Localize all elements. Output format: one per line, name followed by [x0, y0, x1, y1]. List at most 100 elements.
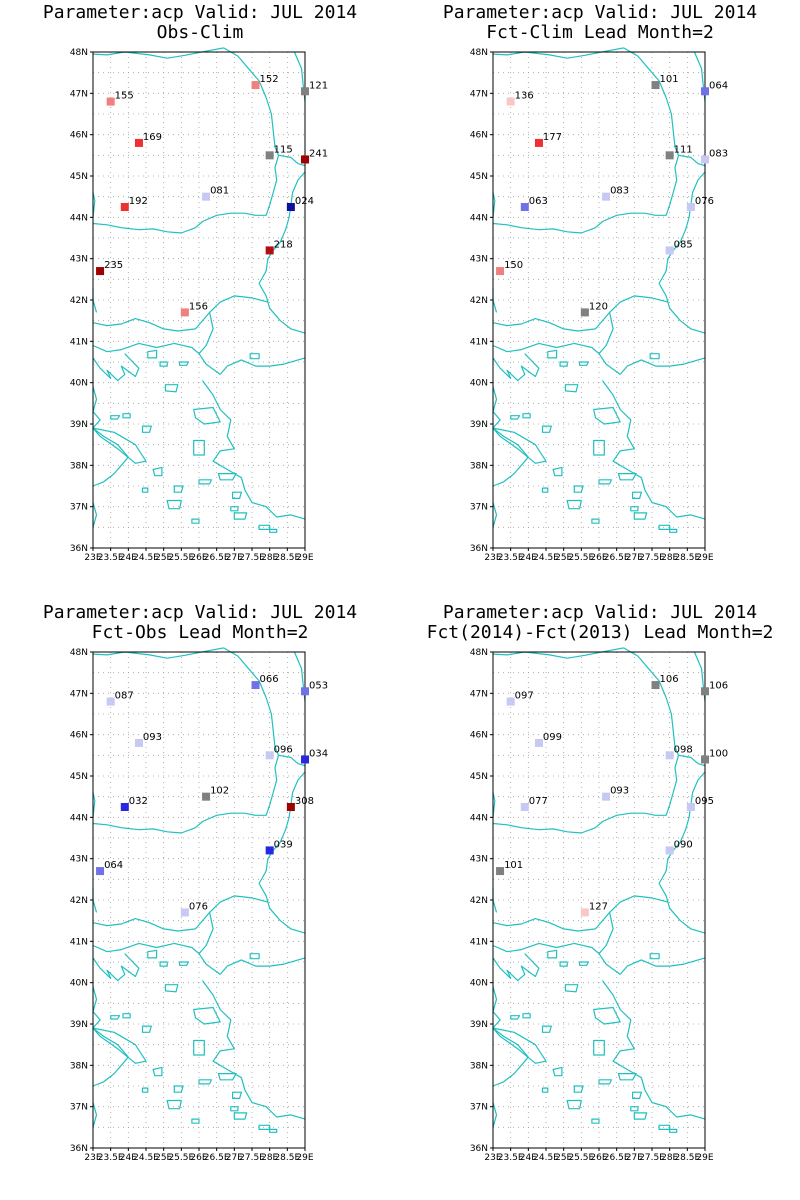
lat-tick-label: 38N: [70, 461, 88, 471]
lat-tick-label: 38N: [470, 461, 488, 471]
coastline-path: [219, 357, 306, 375]
lon-tick-label: 27E: [226, 1153, 243, 1163]
island-outline: [593, 1006, 621, 1025]
island-outline: [179, 361, 189, 366]
coastlines: [92, 647, 306, 1133]
island-outline: [593, 406, 621, 425]
island-outline: [191, 1118, 200, 1124]
lon-tick-label: 26.5E: [204, 1153, 230, 1163]
island-outline: [249, 353, 260, 360]
island-outline: [92, 1027, 147, 1064]
station-marker: [701, 755, 709, 764]
lon-tick-label: 27.5E: [639, 553, 665, 563]
island-outline: [166, 1099, 182, 1110]
station-value-label: 083: [610, 186, 629, 197]
coastline-path: [492, 192, 496, 218]
coastlines: [492, 647, 706, 1133]
station-value-label: 076: [189, 901, 208, 912]
coastline-path: [492, 155, 680, 234]
station-marker: [202, 792, 211, 801]
station-marker: [665, 751, 674, 760]
coastline-path: [92, 192, 96, 218]
island-outline: [564, 984, 579, 993]
station-marker: [651, 681, 660, 690]
lat-tick-label: 40N: [470, 379, 488, 389]
lon-tick-label: 24.5E: [133, 1153, 159, 1163]
island-outline: [164, 984, 179, 993]
station-value-label: 155: [115, 91, 134, 102]
lat-tick-label: 46N: [470, 131, 488, 141]
coastline-path: [92, 502, 98, 528]
coastline-path: [202, 380, 306, 520]
station-marker: [180, 308, 189, 317]
lon-tick-label: 28E: [261, 1153, 278, 1163]
island-outline: [249, 953, 260, 960]
lat-tick-label: 45N: [470, 172, 488, 182]
island-outline: [217, 1073, 237, 1081]
island-outline: [179, 961, 189, 966]
island-outline: [559, 961, 568, 967]
coastline-path: [492, 386, 529, 487]
station-marker: [301, 87, 309, 96]
station-marker: [134, 738, 143, 747]
island-outline: [141, 487, 149, 493]
station-marker: [496, 867, 505, 876]
station-marker: [120, 203, 129, 211]
station-marker: [580, 908, 589, 917]
lon-tick-label: 26.5E: [604, 553, 630, 563]
coastline-path: [492, 792, 496, 818]
island-outline: [233, 1112, 248, 1120]
coastline-path: [92, 792, 96, 818]
station-marker: [602, 792, 611, 801]
graticule: [93, 52, 305, 548]
island-outline: [269, 528, 278, 533]
lat-tick-label: 45N: [470, 772, 488, 782]
station-value-label: 308: [295, 796, 314, 807]
coastline-path: [492, 895, 669, 932]
coastline-path: [492, 502, 498, 528]
lon-tick-label: 24E: [520, 553, 537, 563]
panel-title-line1: Parameter:acp Valid: JUL 2014: [442, 2, 758, 23]
island-outline: [173, 1085, 184, 1093]
lat-tick-label: 48N: [470, 48, 488, 58]
island-outline: [632, 1091, 642, 1099]
map-panel-fct-obs: Parameter:acp Valid: JUL 2014 Fct-Obs Le…: [0, 600, 400, 1200]
island-outline: [566, 499, 582, 510]
station-value-label: 032: [129, 796, 148, 807]
lon-tick-label: 28.5E: [674, 553, 700, 563]
coastline-path: [223, 47, 280, 156]
coastline-path: [198, 912, 214, 955]
lon-tick-label: 23.5E: [498, 1153, 524, 1163]
island-outline: [492, 427, 547, 464]
panel-title-line1: Parameter:acp Valid: JUL 2014: [42, 602, 358, 623]
station-markers: 155 152 121 169 115 241 081 192 024 218 235 156: [96, 74, 328, 317]
station-value-label: 101: [660, 74, 679, 85]
coastline-path: [92, 986, 129, 1087]
island-outline: [669, 528, 678, 533]
lat-tick-label: 43N: [70, 255, 88, 265]
lat-tick-label: 41N: [470, 937, 488, 947]
station-marker: [520, 803, 529, 811]
lon-tick-label: 25.5E: [568, 553, 594, 563]
island-outline: [198, 1079, 212, 1085]
island-outline: [193, 406, 221, 425]
island-outline: [593, 1039, 605, 1056]
island-outline: [547, 949, 558, 959]
station-value-label: 063: [529, 196, 548, 207]
station-value-label: 099: [543, 732, 562, 743]
island-outline: [152, 466, 163, 477]
station-value-label: 106: [660, 674, 679, 685]
island-outline: [552, 1066, 563, 1077]
lat-tick-label: 37N: [470, 1103, 488, 1113]
lat-tick-label: 48N: [470, 648, 488, 658]
coastlines: [492, 47, 706, 533]
lat-tick-label: 36N: [470, 1144, 488, 1154]
station-marker: [120, 803, 129, 811]
station-value-label: 064: [104, 860, 123, 871]
lon-tick-label: 26E: [590, 553, 607, 563]
island-outline: [633, 512, 648, 520]
island-outline: [649, 353, 660, 360]
station-marker: [651, 81, 660, 90]
island-outline: [522, 413, 531, 419]
station-value-label: 095: [695, 796, 714, 807]
